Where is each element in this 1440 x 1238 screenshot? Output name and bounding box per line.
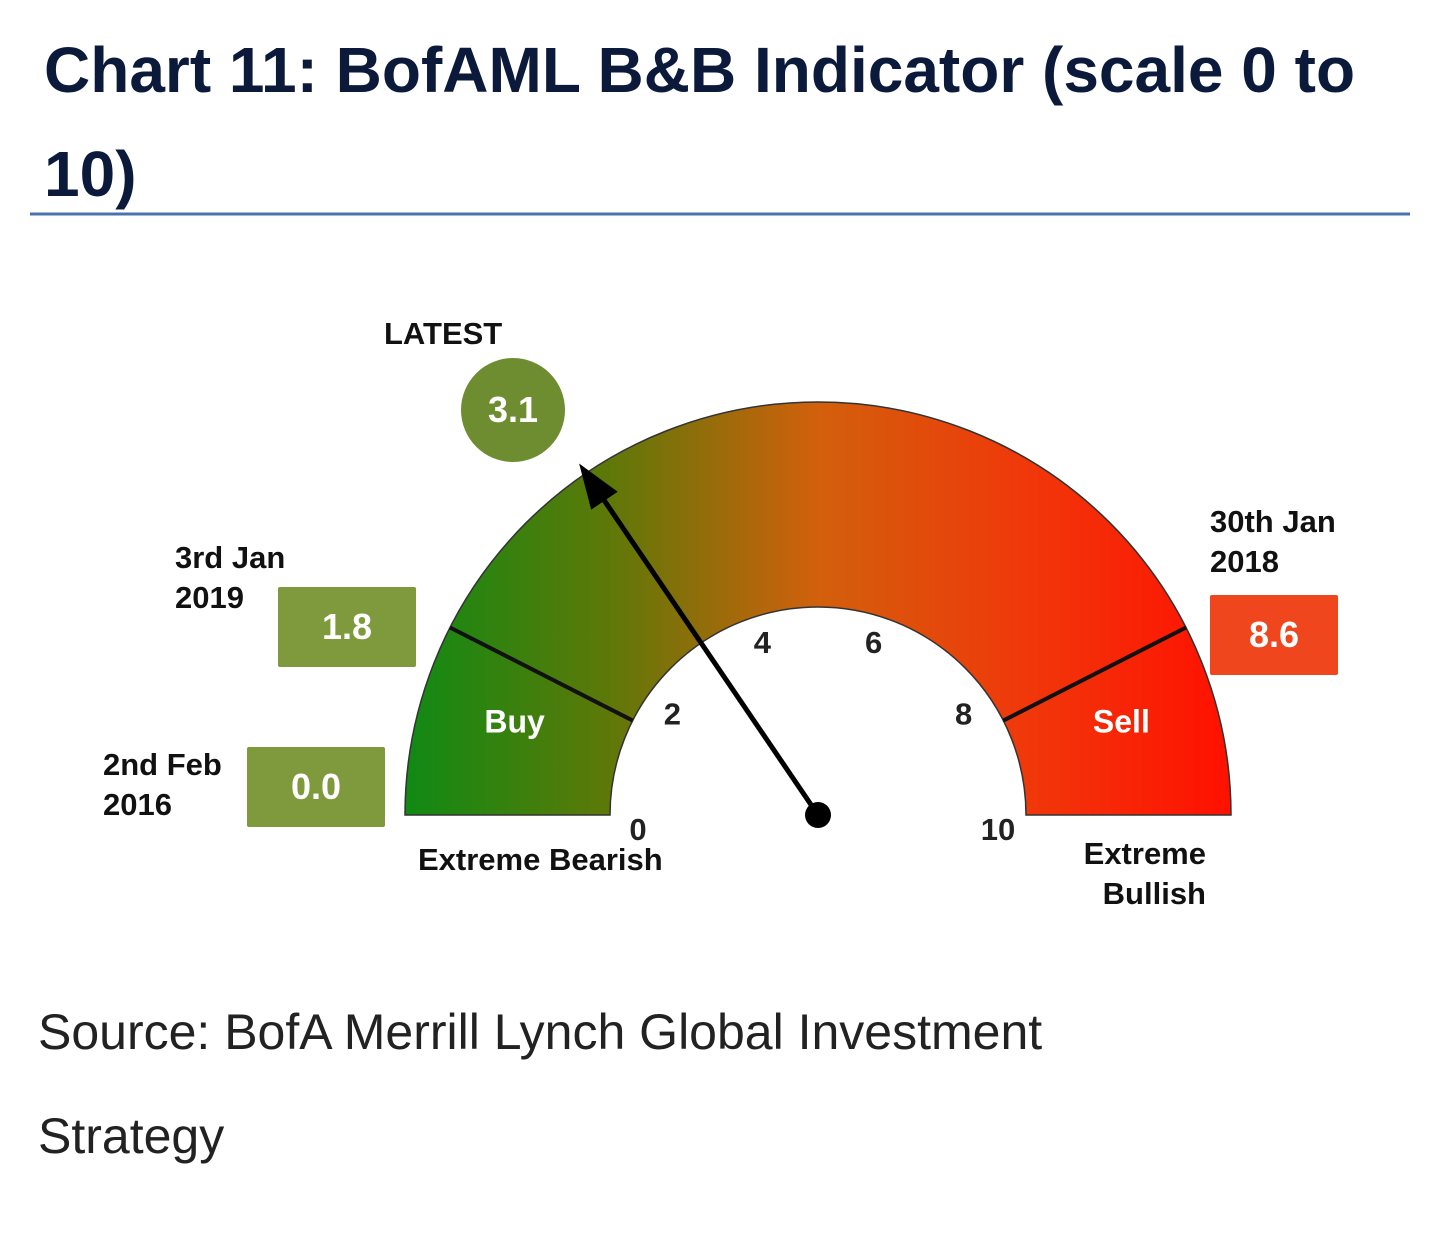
tick-label: 8 xyxy=(955,696,972,731)
marker-label: LATEST xyxy=(384,316,503,351)
gauge-band xyxy=(404,401,1232,816)
tick-label: 10 xyxy=(981,812,1015,847)
zone-label: Buy xyxy=(484,704,545,740)
needle-pivot xyxy=(805,802,831,828)
source-note: Source: BofA Merrill Lynch Global Invest… xyxy=(38,1004,1043,1164)
marker-label: 3rd Jan 2019 xyxy=(175,540,286,615)
marker-value: 1.8 xyxy=(278,587,416,667)
end-label: Extreme Bearish xyxy=(418,842,663,877)
marker-value: 8.6 xyxy=(1210,595,1338,675)
zone-label: Sell xyxy=(1093,704,1150,740)
needle xyxy=(602,499,821,817)
tick-label: 2 xyxy=(664,696,681,731)
end-label: Extreme Bullish xyxy=(1083,836,1206,911)
tick-label: 0 xyxy=(629,812,646,847)
tick-label: 4 xyxy=(754,625,772,660)
zone-boundary xyxy=(1002,625,1187,723)
tick-label: 6 xyxy=(865,625,882,660)
marker-value: 3.1 xyxy=(461,358,565,462)
chart-title: Chart 11: BofAML B&B Indicator (scale 0 … xyxy=(44,34,1356,210)
marker-label: 2nd Feb 2016 xyxy=(103,747,222,822)
marker-value: 0.0 xyxy=(247,747,385,827)
marker-label: 30th Jan 2018 xyxy=(1210,504,1336,579)
zone-boundary xyxy=(449,625,634,723)
needle-head xyxy=(579,463,618,510)
